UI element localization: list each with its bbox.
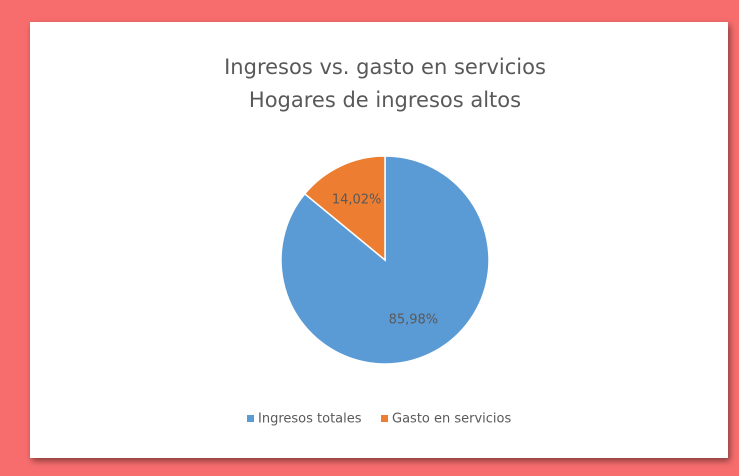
legend-swatch: [247, 415, 254, 422]
data-label: 85,98%: [389, 313, 439, 328]
legend-swatch: [381, 415, 388, 422]
legend-label: Ingresos totales: [258, 412, 362, 427]
pie-slice: [303, 155, 386, 262]
chart-title: Ingresos vs. gasto en servicios: [224, 55, 546, 79]
legend-label: Gasto en servicios: [392, 412, 511, 427]
chart-subtitle: Hogares de ingresos altos: [249, 88, 521, 112]
data-label: 14,02%: [332, 192, 382, 207]
